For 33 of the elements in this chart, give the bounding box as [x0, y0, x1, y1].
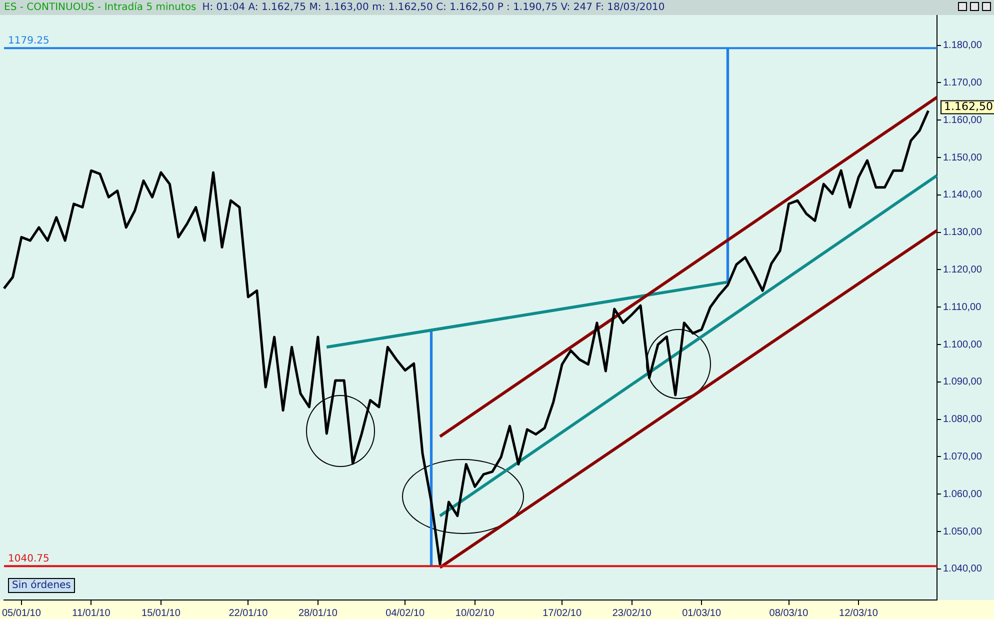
x-tick-label: 04/02/10 — [386, 608, 426, 619]
x-tick-label: 17/02/10 — [542, 608, 582, 619]
x-tick-label: 28/01/10 — [298, 608, 338, 619]
y-tick-label: 1.130,00 — [943, 227, 982, 238]
y-tick-label: 1.070,00 — [943, 451, 982, 462]
x-tick-label: 05/01/10 — [2, 608, 42, 619]
y-tick-label: 1.060,00 — [943, 488, 982, 500]
y-tick-label: 1.160,00 — [943, 114, 982, 126]
y-tick-label: 1.120,00 — [943, 264, 982, 276]
x-tick-label: 12/03/10 — [839, 608, 878, 619]
y-tick-label: 1.100,00 — [943, 339, 982, 350]
x-tick-label: 08/03/10 — [769, 608, 809, 619]
chart-title: ES - CONTINUOUS - Intradía 5 minutos — [4, 2, 196, 13]
x-tick-label: 15/01/10 — [142, 608, 181, 619]
y-tick-label: 1.040,00 — [943, 564, 982, 575]
text: 1.162,50 — [944, 100, 993, 114]
x-tick-label: 10/02/10 — [455, 608, 495, 619]
y-tick-label: 1.090,00 — [943, 376, 982, 388]
x-tick-label: 23/02/10 — [612, 608, 652, 619]
y-tick-label: 1.080,00 — [943, 414, 982, 426]
y-tick-label: 1.180,00 — [943, 40, 982, 52]
y-tick-label: 1.170,00 — [943, 77, 982, 88]
y-tick-label: 1.140,00 — [943, 190, 982, 201]
ref-line-label: 1040.75 — [8, 554, 50, 565]
y-tick-label: 1.050,00 — [943, 526, 982, 538]
chart-subtitle: H: 01:04 A: 1.162,75 M: 1.163,00 m: 1.162,50 C: 1.162,50 P : 1.190,75 V: 247 F: 18/03/2010 — [202, 2, 665, 13]
x-tick-label: 01/03/10 — [682, 608, 722, 619]
x-tick-label: 22/01/10 — [228, 608, 268, 619]
y-tick-label: 1.110,00 — [943, 302, 982, 313]
ref-line-label: 1179.25 — [8, 36, 50, 47]
annotation: Sin órdenes — [8, 578, 75, 593]
x-tick-label: 11/01/10 — [72, 608, 111, 619]
y-tick-label: 1.150,00 — [943, 152, 982, 164]
